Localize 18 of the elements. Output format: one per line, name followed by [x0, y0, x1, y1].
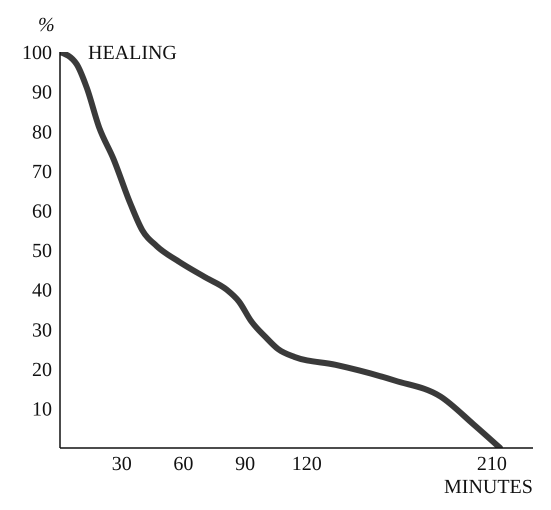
y-tick-label: 100 [22, 42, 52, 64]
x-axis-title: MINUTES [444, 476, 533, 499]
y-tick-label: 50 [32, 240, 52, 262]
x-tick-label: 60 [173, 453, 194, 476]
y-axis-title: % [38, 14, 55, 37]
y-tick-label: 70 [32, 160, 52, 183]
x-tick-label: 120 [292, 453, 322, 476]
y-tick-label: 20 [32, 358, 52, 381]
y-tick-label: 90 [32, 82, 52, 104]
y-tick-label: 60 [32, 200, 52, 222]
y-tick-label: 40 [32, 280, 52, 302]
x-tick-label: 30 [112, 453, 132, 476]
chart-title: HEALING [88, 42, 177, 65]
y-tick-label: 80 [32, 121, 52, 144]
x-tick-label: 90 [235, 453, 256, 476]
y-tick-label: 30 [32, 319, 52, 342]
x-tick-label: 210 [476, 453, 507, 476]
y-tick-label: 10 [32, 398, 52, 420]
